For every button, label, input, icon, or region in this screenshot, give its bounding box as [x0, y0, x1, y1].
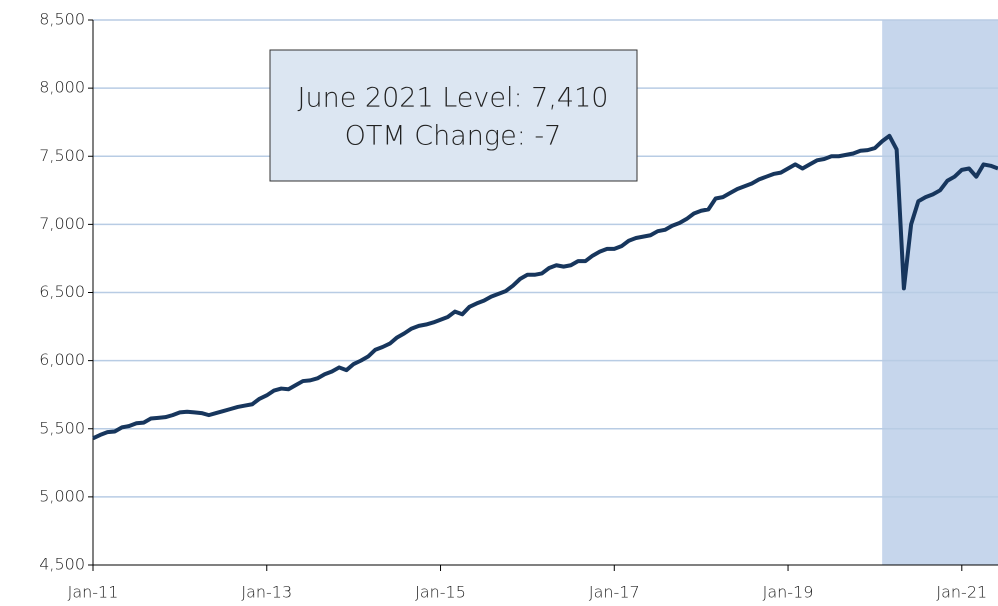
annotation-text: OTM Change: -7: [345, 121, 562, 152]
annotation-text: June 2021 Level: 7,410: [298, 83, 609, 114]
line-series: [92, 133, 998, 441]
y-tick-label: 4,500: [39, 555, 85, 574]
y-tick-label: 6,500: [39, 282, 85, 301]
plot-layer: [88, 19, 998, 571]
y-tick-label: 8,000: [39, 78, 85, 97]
x-tick-label: Jan-19: [763, 583, 814, 602]
x-tick-label: Jan-17: [589, 583, 640, 602]
y-tick-label: 7,000: [39, 214, 85, 233]
y-tick-label: 6,000: [39, 350, 85, 369]
x-tick-label: Jan-21: [936, 583, 987, 602]
x-tick-label: Jan-13: [241, 583, 292, 602]
background-layer: [93, 19, 998, 565]
annotation-box: [269, 49, 638, 182]
y-tick-label: 8,500: [39, 10, 85, 29]
y-tick-label: 5,500: [39, 418, 85, 437]
x-tick-label: Jan-15: [415, 583, 466, 602]
y-tick-label: 7,500: [39, 146, 85, 165]
y-tick-label: 5,000: [39, 486, 85, 505]
x-tick-label: Jan-11: [68, 583, 119, 602]
